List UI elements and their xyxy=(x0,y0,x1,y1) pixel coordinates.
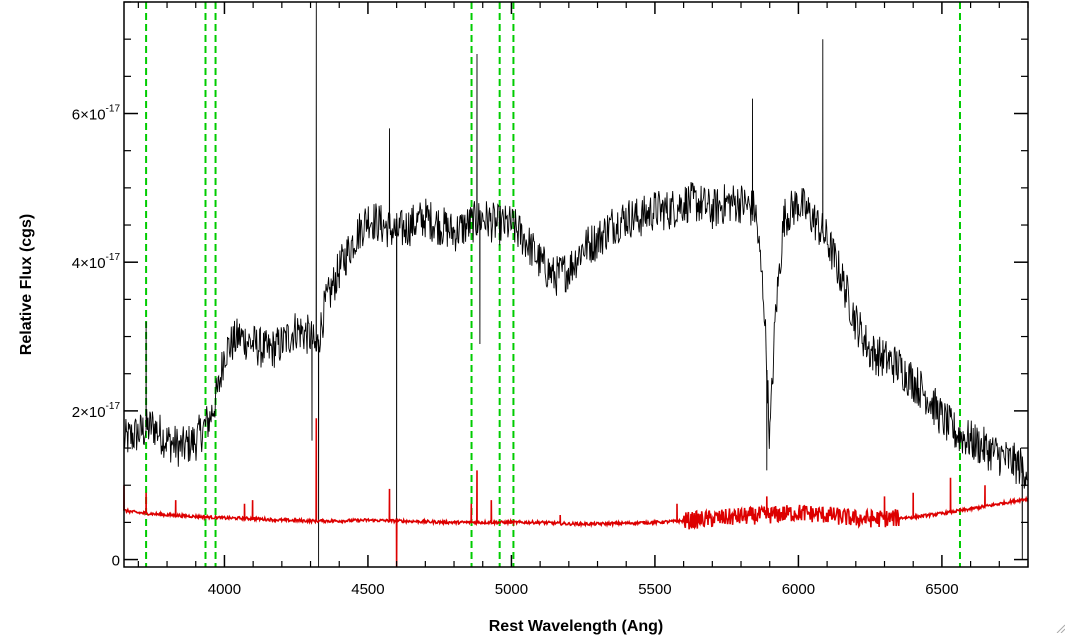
error-spectrum-line xyxy=(123,418,1029,568)
x-tick-label: 6500 xyxy=(925,581,958,598)
flux-spectrum-line xyxy=(123,1,1028,568)
plot-frame xyxy=(123,1,1029,568)
series-layer xyxy=(123,1,1029,568)
x-tick-label: 5500 xyxy=(638,581,671,598)
x-tick-label: 4000 xyxy=(208,581,241,598)
x-tick-label: 5000 xyxy=(495,581,528,598)
y-tick-label: 6×10-17 xyxy=(72,104,121,124)
y-axis-label: Relative Flux (cgs) xyxy=(18,214,35,355)
y-tick-label: 2×10-17 xyxy=(72,401,121,421)
resize-grip-icon xyxy=(1056,624,1065,633)
y-tick-label: 4×10-17 xyxy=(72,252,121,272)
reference-lines xyxy=(145,2,961,567)
y-axis-ticks: 0 2×10-17 4×10-17 6×10-17 xyxy=(72,1,1028,570)
x-axis-label: Rest Wavelength (Ang) xyxy=(489,618,664,635)
y-tick-label: 0 xyxy=(112,553,120,570)
x-axis-ticks: 4000 4500 5000 5500 6000 6500 xyxy=(137,2,1029,598)
x-tick-label: 4500 xyxy=(351,581,384,598)
x-tick-label: 6000 xyxy=(782,581,815,598)
